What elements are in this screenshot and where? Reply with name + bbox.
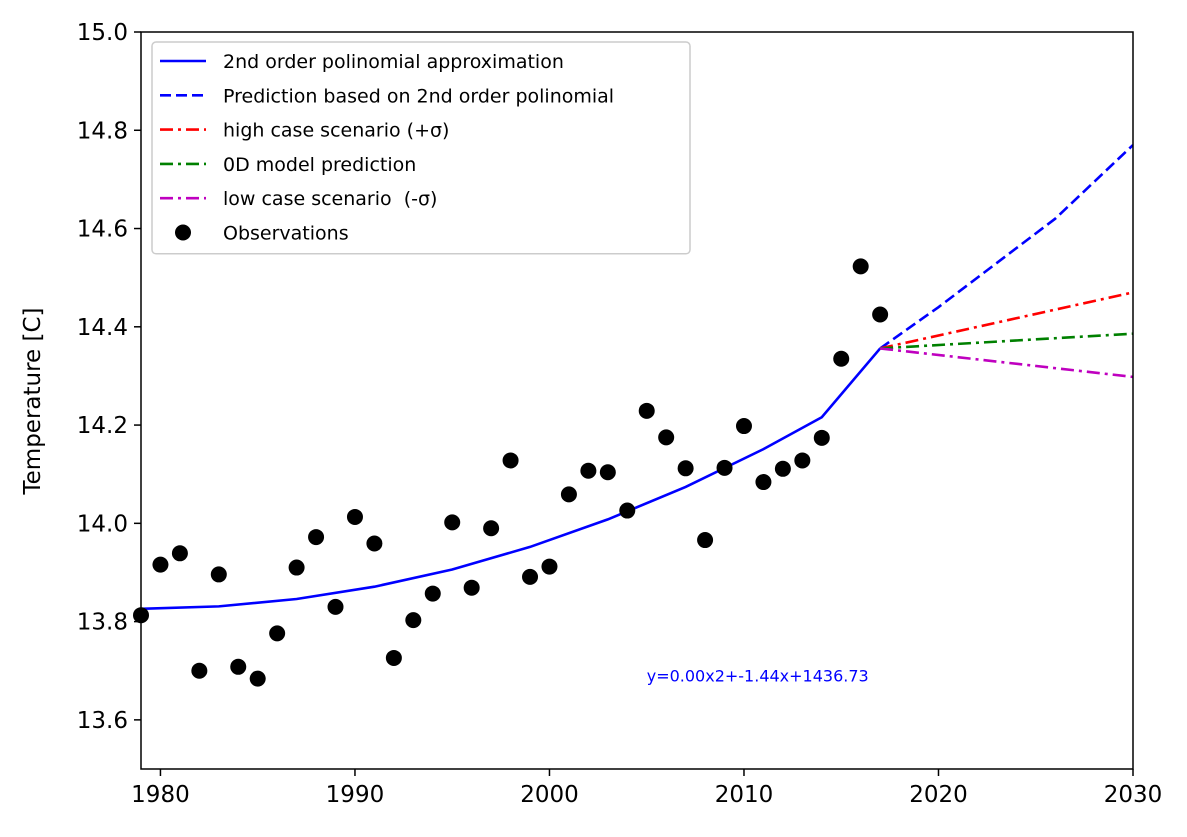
series-layer (141, 144, 1133, 611)
observation-point (385, 649, 402, 666)
x-tick-label: 2000 (520, 782, 579, 808)
y-tick-label: 14.4 (77, 315, 128, 341)
observation-point (424, 585, 441, 602)
series-line-low-case-scenario (879, 347, 1133, 379)
y-axis: 13.6 13.8 14.0 14.2 14.4 14.6 14.8 15.0 (77, 20, 141, 734)
observation-point (813, 429, 830, 446)
legend: 2nd order polinomial approximation Predic… (151, 41, 691, 255)
y-tick-label: 13.6 (77, 708, 128, 734)
series-line-high-case-scenario (879, 291, 1133, 350)
observation-point (852, 258, 869, 275)
y-tick-label: 14.2 (77, 413, 128, 439)
observation-point (697, 532, 714, 549)
observation-point (735, 418, 752, 435)
axes-frame (140, 31, 1134, 770)
observation-point (444, 514, 461, 531)
observation-point (308, 529, 325, 546)
observation-point (716, 459, 733, 476)
x-tick-label: 1980 (131, 782, 190, 808)
legend-label: high case scenario (+σ) (223, 120, 449, 142)
legend-label: 2nd order polinomial approximation (223, 51, 564, 73)
legend-label: 0D model prediction (223, 154, 416, 176)
legend-box (151, 41, 691, 255)
observation-point (522, 568, 539, 585)
observation-point (541, 558, 558, 575)
observation-point (502, 452, 519, 469)
y-tick-label: 15.0 (77, 20, 128, 46)
observation-point (638, 402, 655, 419)
observation-point (658, 429, 675, 446)
legend-swatch (175, 224, 191, 241)
series-line-0d-model-prediction (880, 332, 1133, 350)
observation-point (288, 559, 305, 576)
observation-point (249, 670, 266, 687)
series-line-prediction-based-on-2nd-order-polinomial (879, 144, 1133, 350)
observation-point (794, 452, 811, 469)
observation-point (269, 625, 286, 642)
observation-point (774, 460, 791, 477)
observation-point (346, 508, 363, 525)
observation-point (619, 502, 636, 519)
x-axis: 1980 1990 2000 2010 2020 2030 (131, 769, 1162, 808)
observation-point (171, 545, 188, 562)
legend-label: low case scenario (-σ) (223, 188, 437, 210)
x-tick-label: 2030 (1104, 782, 1163, 808)
legend-label: Prediction based on 2nd order polinomial (223, 85, 614, 107)
y-tick-label: 14.6 (77, 217, 128, 243)
observation-point (210, 566, 227, 583)
legend-label: Observations (223, 223, 349, 245)
observation-point (366, 535, 383, 552)
x-tick-label: 2010 (715, 782, 774, 808)
observation-point (833, 350, 850, 367)
observation-point (230, 658, 247, 675)
observation-point (599, 464, 616, 481)
plot-area (133, 144, 1133, 687)
x-tick-label: 2020 (909, 782, 968, 808)
y-tick-label: 13.8 (77, 610, 128, 636)
observation-point (580, 462, 597, 479)
observation-point (677, 460, 694, 477)
series-line-2nd-order-polinomial-approximation (141, 347, 882, 611)
y-axis-label: Temperature [C] (20, 307, 46, 495)
observation-point (755, 474, 772, 491)
observation-point (152, 556, 169, 573)
observation-point (560, 486, 577, 503)
observation-point (405, 612, 422, 629)
y-tick-label: 14.8 (77, 118, 128, 144)
x-tick-label: 1990 (326, 782, 385, 808)
observation-point (872, 306, 889, 323)
fit-equation-annotation: y=0.00x2+-1.44x+1436.73 (647, 667, 869, 686)
observation-point (191, 662, 208, 679)
observation-point (483, 520, 500, 537)
observation-point (327, 598, 344, 615)
observation-point (463, 579, 480, 596)
y-tick-label: 14.0 (77, 511, 128, 537)
